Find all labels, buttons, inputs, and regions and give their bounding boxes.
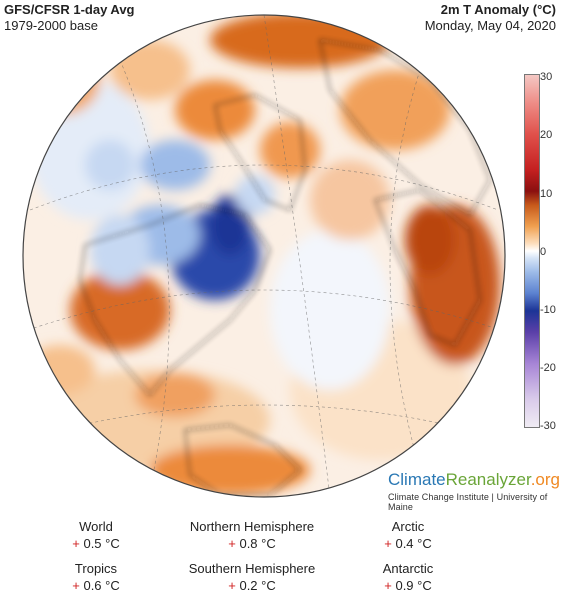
stat-label: Tropics (74, 561, 118, 576)
stat-label: World (79, 519, 113, 534)
stat-value: 0.6 °C (83, 578, 120, 593)
stat-arctic: Arctic + 0.4 °C (318, 518, 498, 552)
colorbar-tick: -10 (540, 304, 556, 316)
brand-reanalyzer: Reanalyzer (445, 470, 531, 489)
stat-sign: + (228, 578, 236, 593)
anomaly-field (23, 15, 501, 497)
date-label: Monday, May 04, 2020 (424, 18, 556, 33)
colorbar-tick: 30 (540, 71, 553, 83)
stat-label: Antarctic (382, 561, 434, 576)
stat-value: 0.2 °C (239, 578, 276, 593)
stat-tropics: Tropics + 0.6 °C (6, 560, 186, 594)
stat-sign: + (384, 578, 392, 593)
stat-value: 0.8 °C (239, 536, 276, 551)
colorbar-tick: 10 (540, 188, 553, 200)
stat-sign: + (72, 578, 80, 593)
header-right: 2m T Anomaly (°C) Monday, May 04, 2020 (425, 2, 556, 34)
colorbar-tick: -20 (540, 362, 556, 374)
colorbar-tick: 0 (540, 246, 547, 258)
stat-northern-hemisphere: Northern Hemisphere + 0.8 °C (162, 518, 342, 552)
baseline-subtitle: 1979-2000 base (4, 18, 98, 33)
stat-value: 0.5 °C (83, 536, 120, 551)
stat-sign: + (72, 536, 80, 551)
stat-sign: + (384, 536, 392, 551)
stat-value: 0.4 °C (395, 536, 432, 551)
header-left: GFS/CFSR 1-day Avg 1979-2000 base (4, 2, 135, 34)
stat-antarctic: Antarctic + 0.9 °C (318, 560, 498, 594)
stat-world: World + 0.5 °C (6, 518, 186, 552)
brand-logo-text: ClimateReanalyzer.org (388, 470, 560, 490)
stat-sign: + (228, 536, 236, 551)
colorbar-tick: 20 (540, 129, 553, 141)
brand-org: .org (530, 470, 560, 489)
colorbar-tick: -30 (540, 420, 556, 432)
variable-title: 2m T Anomaly (°C) (440, 2, 556, 17)
globe-outline (22, 14, 506, 498)
stat-label: Arctic (391, 519, 425, 534)
product-title: GFS/CFSR 1-day Avg (4, 2, 135, 17)
brand-subtitle: Climate Change Institute | University of… (388, 492, 548, 512)
stat-label: Northern Hemisphere (189, 519, 315, 534)
stat-label: Southern Hemisphere (188, 561, 316, 576)
colorbar (524, 74, 540, 428)
brand-climate: Climate (388, 470, 446, 489)
stat-southern-hemisphere: Southern Hemisphere + 0.2 °C (162, 560, 342, 594)
stat-value: 0.9 °C (395, 578, 432, 593)
